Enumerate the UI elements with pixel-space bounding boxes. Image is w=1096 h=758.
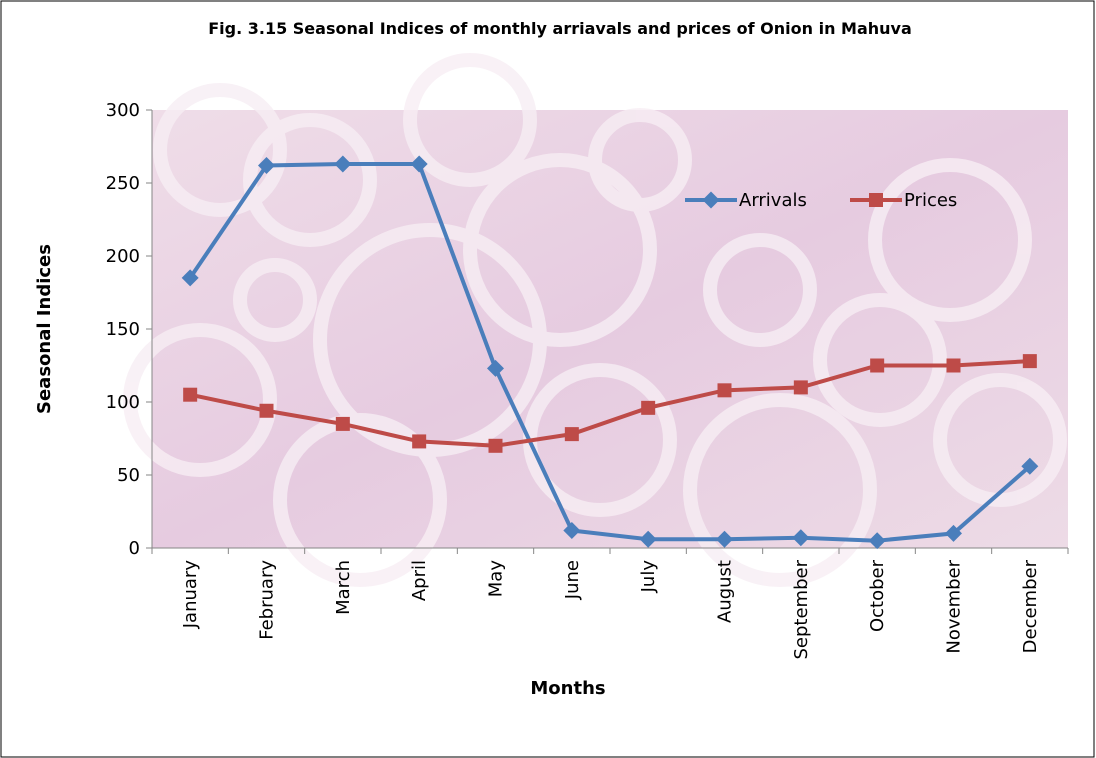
- x-tick-label: March: [333, 560, 354, 615]
- y-tick-label: 300: [106, 100, 140, 121]
- marker: [336, 417, 350, 431]
- y-tick-label: 50: [117, 465, 140, 486]
- marker: [260, 404, 274, 418]
- marker: [565, 427, 579, 441]
- x-tick-label: June: [562, 560, 583, 600]
- legend-marker: [869, 193, 883, 207]
- y-tick-label: 150: [106, 319, 140, 340]
- x-axis-title: Months: [530, 678, 605, 699]
- legend-label: Prices: [904, 190, 957, 211]
- chart-title: Fig. 3.15 Seasonal Indices of monthly ar…: [208, 19, 912, 38]
- y-tick-label: 250: [106, 173, 140, 194]
- marker: [794, 380, 808, 394]
- legend-label: Arrivals: [739, 190, 807, 211]
- y-axis-title: Seasonal Indices: [34, 244, 55, 414]
- marker: [947, 359, 961, 373]
- y-tick-label: 100: [106, 392, 140, 413]
- x-tick-label: May: [486, 560, 507, 598]
- marker: [718, 383, 732, 397]
- x-tick-label: February: [257, 560, 278, 640]
- marker: [183, 388, 197, 402]
- marker: [489, 439, 503, 453]
- marker: [870, 359, 884, 373]
- marker: [641, 401, 655, 415]
- x-tick-label: April: [409, 560, 430, 601]
- chart: Fig. 3.15 Seasonal Indices of monthly ar…: [0, 0, 1096, 758]
- marker: [1023, 354, 1037, 368]
- plot-background: [130, 60, 1068, 580]
- x-tick-label: November: [944, 559, 965, 653]
- x-tick-label: October: [867, 559, 888, 632]
- marker: [412, 434, 426, 448]
- x-tick-label: September: [791, 559, 812, 659]
- y-tick-label: 200: [106, 246, 140, 267]
- x-tick-label: August: [715, 560, 736, 623]
- y-tick-label: 0: [129, 538, 140, 559]
- x-tick-label: December: [1020, 559, 1041, 653]
- x-tick-label: January: [180, 560, 201, 630]
- x-tick-label: July: [638, 560, 659, 594]
